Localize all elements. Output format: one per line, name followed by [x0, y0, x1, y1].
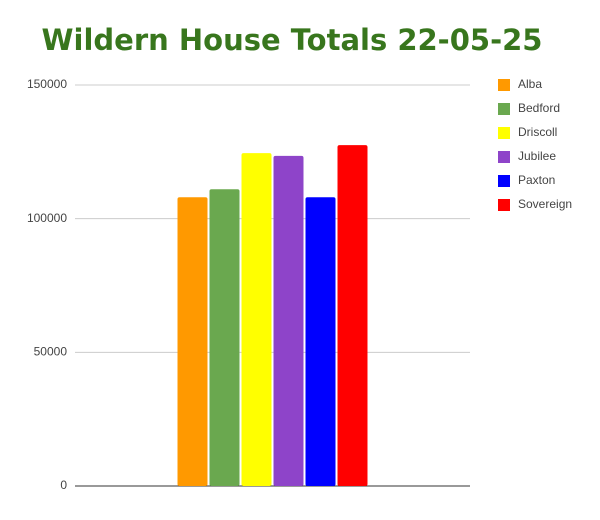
bar — [305, 197, 336, 486]
bar — [209, 189, 240, 486]
legend-swatch — [498, 103, 510, 115]
y-tick-label: 100000 — [27, 211, 67, 225]
legend-label: Paxton — [518, 173, 555, 187]
legend-label: Jubilee — [518, 149, 556, 163]
legend-label: Driscoll — [518, 125, 557, 139]
legend-label: Sovereign — [518, 197, 572, 211]
legend-swatch — [498, 127, 510, 139]
y-tick-label: 50000 — [34, 345, 68, 359]
y-tick-label: 150000 — [27, 77, 67, 91]
bar — [177, 197, 208, 486]
legend-swatch — [498, 151, 510, 163]
bar — [241, 153, 272, 487]
legend-swatch — [498, 79, 510, 91]
bar — [337, 145, 368, 486]
bar — [273, 155, 304, 487]
y-tick-label: 0 — [60, 478, 67, 492]
legend-swatch — [498, 175, 510, 187]
legend-label: Bedford — [518, 101, 560, 115]
legend-label: Alba — [518, 77, 542, 91]
chart-title: Wildern House Totals 22-05-25 — [42, 23, 543, 57]
legend-swatch — [498, 199, 510, 211]
